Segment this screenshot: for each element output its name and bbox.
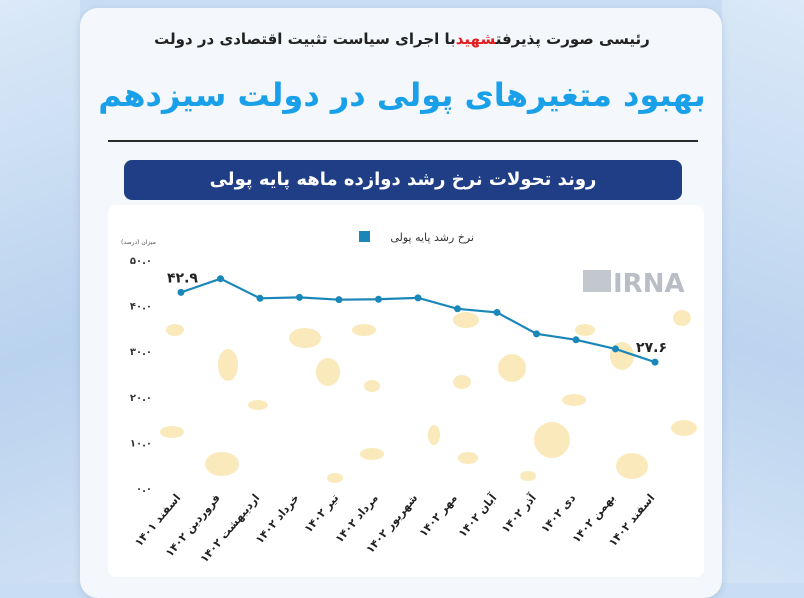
data-point [375, 295, 382, 303]
decorative-coin [327, 473, 343, 483]
subtitle-post: رئیسی صورت پذیرفت [495, 30, 650, 48]
decorative-coin [562, 394, 586, 406]
decorative-coin [453, 375, 471, 389]
data-label: ۴۲.۹ [167, 270, 198, 286]
divider [108, 140, 698, 142]
watermark-logo-mark [583, 270, 611, 292]
chart-banner: روند تحولات نرخ رشد دوازده ماهه پایه پول… [124, 160, 682, 200]
data-point [572, 336, 580, 344]
y-tick-label: ۴۰.۰ [130, 302, 152, 313]
data-point [533, 330, 540, 338]
data-point [651, 358, 659, 366]
background-left [0, 0, 80, 583]
decorative-coin [289, 328, 321, 348]
data-point [256, 294, 264, 302]
data-point [493, 308, 501, 316]
y-tick-label: ۳۰.۰ [130, 347, 152, 358]
decorative-coin [205, 452, 239, 476]
decorative-coin [616, 453, 648, 479]
y-axis-label: میزان (درصد) [121, 239, 156, 246]
y-tick-label: ۲۰.۰ [130, 393, 152, 404]
decorative-coin [364, 380, 380, 392]
page-title: بهبود متغیرهای پولی در دولت سیزدهم [98, 76, 706, 114]
x-tick-label: آبان ۱۴۰۲ [455, 491, 499, 540]
decorative-coin [360, 448, 384, 460]
data-point [296, 293, 303, 301]
decorative-coin [160, 426, 184, 438]
x-tick-label: دی ۱۴۰۲ [539, 491, 579, 535]
plot-area [108, 205, 704, 577]
watermark-text: IRNA [613, 269, 685, 299]
legend-swatch [359, 231, 370, 242]
subtitle-pre: با اجرای سیاست تثبیت اقتصادی در دولت [154, 30, 456, 48]
y-tick-label: ۵۰.۰ [130, 256, 152, 267]
decorative-coin [248, 400, 268, 410]
background-right [722, 0, 804, 583]
decorative-coin [498, 354, 526, 382]
y-tick-label: ۱۰.۰ [130, 438, 152, 449]
x-tick-label: مهر ۱۴۰۲ [417, 492, 460, 540]
subtitle-highlight: شهید [455, 30, 496, 48]
data-point [454, 305, 461, 313]
data-point [414, 294, 422, 302]
decorative-coin [520, 471, 536, 481]
data-point [177, 288, 185, 296]
decorative-coin [316, 358, 340, 386]
data-point [612, 345, 619, 353]
decorative-coin [458, 452, 478, 464]
decorative-coin [453, 312, 479, 328]
decorative-coin [671, 420, 697, 436]
decorative-coin [534, 422, 570, 458]
decorative-coin [575, 324, 595, 336]
decorative-coin [428, 425, 440, 445]
decorative-coin [352, 324, 376, 336]
decorative-coin [166, 324, 184, 336]
legend-label: نرخ رشد پایه پولی [390, 231, 474, 244]
subtitle: رئیسی صورت پذیرفتشهیدبا اجرای سیاست تثبی… [0, 30, 804, 48]
decorative-coin [673, 310, 691, 326]
y-tick-label: ۰.۰ [136, 484, 152, 495]
x-tick-label: تیر ۱۴۰۲ [302, 492, 342, 536]
data-point [217, 275, 224, 283]
decorative-coin [218, 349, 238, 381]
x-tick-label: آذر ۱۴۰۲ [498, 491, 539, 536]
data-point [335, 296, 343, 304]
data-label: ۲۷.۶ [636, 340, 667, 356]
